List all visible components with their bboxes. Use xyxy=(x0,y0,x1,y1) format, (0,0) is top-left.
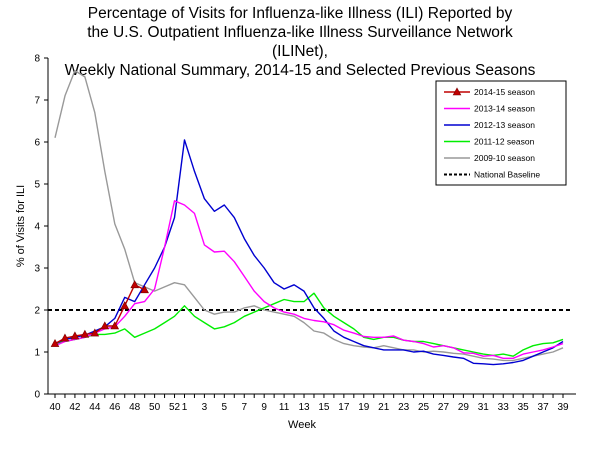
x-tick-label: 21 xyxy=(378,402,390,413)
y-tick-label: 8 xyxy=(34,54,40,65)
x-tick-label: 11 xyxy=(279,402,290,413)
chart-title: Percentage of Visits for Influenza-like … xyxy=(60,4,540,80)
series-line-2009-10-season xyxy=(54,69,564,362)
x-tick-label: 31 xyxy=(478,402,490,413)
x-tick-label: 33 xyxy=(498,402,510,413)
x-tick-label: 9 xyxy=(261,402,267,413)
series-point-2014-15-season xyxy=(100,321,110,330)
series-point-2014-15-season xyxy=(60,333,70,342)
x-tick-label: 50 xyxy=(149,402,161,413)
x-tick-label: 27 xyxy=(438,402,450,413)
x-tick-label: 3 xyxy=(202,402,208,413)
chart-title-line-2: the U.S. Outpatient Influenza-like Illne… xyxy=(87,24,513,60)
legend-group: 2014-15 season 2013-14 season 2012-13 seas… xyxy=(435,80,567,186)
x-tick-label: 1 xyxy=(182,402,188,413)
y-tick-label: 4 xyxy=(34,222,40,233)
x-tick-label: 48 xyxy=(129,402,141,413)
y-tick-label: 6 xyxy=(34,138,40,149)
legend-box xyxy=(435,80,567,186)
legend-marker-2014-15-season xyxy=(452,87,462,96)
legend-label-2011-12-season: 2011-12 season xyxy=(474,137,535,147)
series-line-2012-13-season xyxy=(54,139,564,366)
x-tick-label: 39 xyxy=(557,402,569,413)
x-tick-label: 5 xyxy=(222,402,228,413)
series-point-2014-15-season xyxy=(50,338,60,347)
chart-title-line-1: Percentage of Visits for Influenza-like … xyxy=(87,5,513,22)
x-tick-label: 23 xyxy=(398,402,410,413)
x-tick-label: 42 xyxy=(69,402,81,413)
x-tick-label: 19 xyxy=(358,402,370,413)
x-tick-label: 29 xyxy=(458,402,470,413)
x-tick-label: 52 xyxy=(169,402,181,413)
legend-label-2014-15-season: 2014-15 season xyxy=(474,87,535,97)
y-tick-label: 2 xyxy=(34,306,40,317)
y-tick-label: 5 xyxy=(34,180,40,191)
legend-label-2013-14-season: 2013-14 season xyxy=(474,104,535,114)
legend-label-2009-10-season: 2009-10 season xyxy=(474,153,535,163)
series-point-2014-15-season xyxy=(140,285,149,294)
x-tick-label: 7 xyxy=(241,402,247,413)
x-tick-label: 15 xyxy=(318,402,330,413)
x-tick-label: 46 xyxy=(109,402,121,413)
x-tick-label: 37 xyxy=(538,402,550,413)
series-point-2014-15-season xyxy=(130,280,139,289)
y-tick-label: 3 xyxy=(34,264,40,275)
x-tick-label: 35 xyxy=(518,402,530,413)
x-axis-label: Week xyxy=(288,419,316,431)
series-point-2014-15-season xyxy=(80,329,90,338)
y-tick-label: 1 xyxy=(34,348,40,359)
series-point-2014-15-season xyxy=(70,331,80,340)
series-group xyxy=(50,69,564,366)
x-tick-label: 13 xyxy=(298,402,310,413)
x-tick-label: 40 xyxy=(49,402,61,413)
series-point-2014-15-season xyxy=(110,321,120,330)
y-axis-label: % of Visits for ILI xyxy=(15,185,27,267)
legend-label-national-baseline: National Baseline xyxy=(474,170,540,180)
series-line-2013-14-season xyxy=(54,200,564,359)
legend-label-2012-13-season: 2012-13 season xyxy=(474,120,535,130)
chart-title-line-3: Weekly National Summary, 2014-15 and Sel… xyxy=(64,62,536,79)
series-point-2014-15-season xyxy=(120,301,130,310)
x-tick-label: 44 xyxy=(89,402,101,413)
series-line-2011-12-season xyxy=(54,292,564,357)
x-tick-label: 17 xyxy=(338,402,350,413)
series-point-2014-15-season xyxy=(90,328,100,337)
series-line-2014-15-season xyxy=(54,284,145,345)
x-tick-label: 25 xyxy=(418,402,430,413)
y-tick-label: 7 xyxy=(34,96,40,107)
y-tick-label: 0 xyxy=(34,390,40,401)
